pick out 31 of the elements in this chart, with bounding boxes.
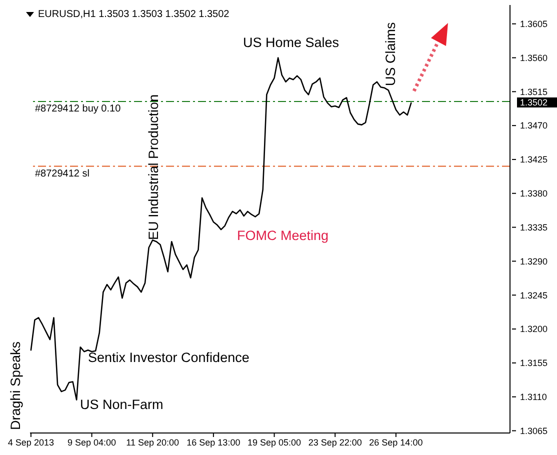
x-tick-label: 4 Sep 2013 — [8, 437, 54, 448]
y-tick-label: 1.3605 — [520, 18, 548, 29]
ref-line-label: #8729412 buy 0.10 — [35, 104, 122, 115]
y-tick-label: 1.3155 — [520, 358, 548, 368]
x-tick-label: 16 Sep 13:00 — [186, 437, 240, 448]
y-tick-label: 1.3290 — [520, 256, 548, 266]
x-tick-label: 19 Sep 05:00 — [247, 437, 302, 448]
y-tick-label: 1.3502 — [520, 98, 548, 108]
y-tick-label: 1.3245 — [520, 290, 548, 300]
x-tick-label: 11 Sep 20:00 — [126, 437, 180, 448]
x-tick-label: 9 Sep 04:00 — [68, 437, 116, 448]
y-tick-label: 1.3470 — [520, 120, 548, 131]
y-tick-label: 1.3110 — [520, 392, 547, 402]
y-tick-label: 1.3560 — [520, 52, 548, 63]
y-tick-label: 1.3065 — [520, 426, 548, 436]
annotation: FOMC Meeting — [237, 228, 329, 243]
annotation: US Claims — [383, 22, 399, 86]
text: Draghi Speaks — [8, 341, 24, 430]
y-tick-label: 1.3380 — [520, 188, 548, 199]
annotation: EU Industrial Production — [146, 94, 162, 240]
y-tick-label: 1.3425 — [520, 154, 548, 165]
x-tick-label: 26 Sep 14:00 — [369, 437, 423, 448]
x-tick-label: 23 Sep 22:00 — [308, 437, 362, 448]
y-tick-label: 1.3335 — [520, 222, 548, 232]
y-tick-label: 1.3515 — [520, 86, 548, 97]
chart-title: EURUSD,H1 1.3503 1.3503 1.3502 1.3502 — [38, 9, 230, 20]
annotation: US Home Sales — [243, 35, 340, 50]
y-tick-label: 1.3200 — [520, 324, 548, 334]
ref-line-label: #8729412 sl — [35, 168, 90, 180]
annotation: Sentix Investor Confidence — [88, 350, 250, 365]
annotation: US Non-Farm — [80, 397, 164, 412]
